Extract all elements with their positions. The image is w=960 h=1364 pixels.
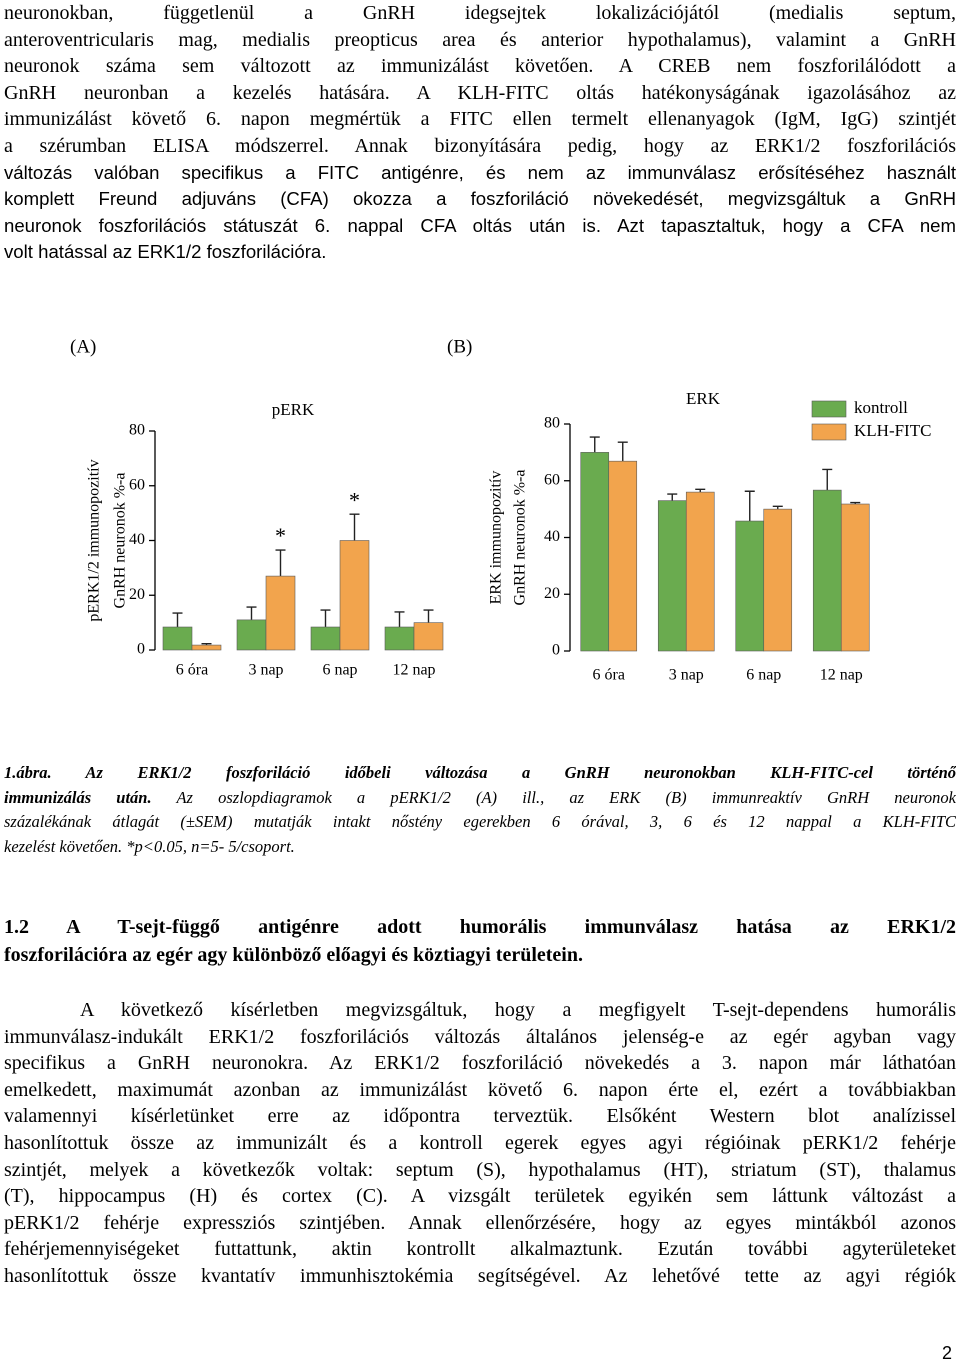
bar — [812, 489, 842, 652]
text-line: neuronokban, függetlenül a GnRH idegsejt… — [4, 2, 956, 24]
section-heading: 1.2 A T-sejt-függő antigénre adott humor… — [4, 913, 956, 969]
y-tick-label: 0 — [137, 641, 145, 658]
text-line: emelkedett, maximumát azonban az immuniz… — [4, 1078, 956, 1101]
text-line: immunizálást követő 6. napon megmértük a… — [4, 108, 956, 131]
y-tick-label: 0 — [552, 642, 560, 659]
text-line: komplett Freund adjuváns (CFA) okozza a … — [4, 188, 956, 210]
bar — [384, 626, 415, 651]
text-line: volt hatással az ERK1/2 foszforilációra. — [4, 241, 327, 263]
error-bar — [772, 505, 783, 510]
text-line: kezelést követően. *p<0.05, n=5- 5/csopo… — [4, 836, 295, 856]
error-bar — [423, 609, 434, 623]
text-line: A következő kísérletben megvizsgáltuk, h… — [80, 999, 956, 1021]
bar — [339, 540, 370, 651]
text-line: GnRH neuronban a kezelés hatására. A KLH… — [4, 81, 956, 104]
caption-title: immunizálás után. — [4, 787, 152, 807]
y-tick-label: 20 — [544, 585, 560, 602]
error-bar — [349, 513, 360, 541]
text-line: immunválasz-indukált ERK1/2 foszforiláci… — [4, 1025, 956, 1048]
bar — [413, 622, 444, 651]
error-bar — [822, 468, 833, 491]
x-tick-label: 6 óra — [176, 662, 208, 679]
text-line: 1.ábra. Az ERK1/2 foszforiláció időbeli … — [4, 761, 956, 786]
text-line: valamennyi kísérletünket erre az időpont… — [4, 1105, 956, 1128]
error-bar — [744, 490, 755, 522]
text-line: specifikus a GnRH neuronokra. Az ERK1/2 … — [4, 1052, 956, 1075]
y-tick-label: 60 — [544, 471, 560, 488]
text-line: neuronok száma sem változott az immunizá… — [4, 55, 956, 78]
x-tick-label: 6 óra — [593, 667, 625, 684]
page-number: 2 — [941, 1343, 952, 1363]
bar — [608, 460, 638, 652]
caption-title: 1.ábra. Az ERK1/2 foszforiláció időbeli … — [4, 763, 956, 782]
bar — [657, 500, 687, 652]
paragraph: A következő kísérletben megvizsgáltuk, h… — [4, 997, 956, 1290]
error-bar — [617, 441, 628, 462]
legend-label: KLH-FITC — [854, 421, 931, 440]
text-line: (T), hippocampus (H) és cortex (C). A vi… — [4, 1185, 956, 1208]
x-tick-label: 6 nap — [746, 667, 781, 684]
bar — [840, 503, 870, 652]
text-line: anteroventricularis mag, medialis preopt… — [4, 28, 956, 51]
text-line: szintjét, melyek a következők voltak: se… — [4, 1158, 956, 1181]
error-bar — [394, 611, 405, 628]
error-bar — [589, 436, 600, 453]
chart-title: pERK — [272, 400, 315, 419]
text-line: neuronok foszforilációs státuszát 6. nap… — [4, 214, 956, 236]
x-tick-label: 3 nap — [248, 662, 283, 679]
panel-label: (A) — [70, 336, 96, 357]
y-axis-label: pERK1/2 immunopozitív — [86, 459, 103, 621]
y-tick-label: 80 — [129, 422, 145, 439]
bar — [265, 575, 296, 651]
error-bar — [667, 493, 678, 501]
x-tick-label: 3 nap — [669, 667, 704, 684]
text-line: fehérjemennyiségeket futtattunk, aktin k… — [4, 1238, 956, 1261]
paragraph: neuronokban, függetlenül a GnRH idegsejt… — [4, 0, 956, 266]
legend-swatch — [811, 400, 847, 418]
error-bar — [275, 549, 286, 577]
chart-title: ERK — [686, 389, 721, 408]
x-tick-label: 6 nap — [322, 662, 357, 679]
y-tick-label: 20 — [129, 586, 145, 603]
bar — [735, 520, 765, 652]
text-line: változás valóban specifikus a FITC antig… — [4, 161, 956, 183]
error-bar — [695, 488, 706, 493]
text-line: 1.2 A T-sejt-függő antigénre adott humor… — [4, 916, 956, 938]
significance-mark: * — [275, 523, 286, 548]
text-line: hasonlítottuk össze kvantatív immunhiszt… — [4, 1264, 956, 1287]
bar — [191, 644, 222, 651]
caption-text: Az oszlopdiagramok a pERK1/2 (A) ill., a… — [176, 787, 956, 807]
bar — [763, 508, 793, 652]
x-tick-label: 12 nap — [392, 662, 435, 679]
bar — [236, 619, 267, 651]
error-bar — [320, 609, 331, 628]
bar — [580, 452, 610, 652]
text-line: immunizálás után. Az oszlopdiagramok a p… — [4, 786, 956, 811]
y-tick-label: 60 — [129, 476, 145, 493]
error-bar — [172, 612, 183, 628]
figure: (A) pERK pERK1/2 immunopozitív GnRH neurono… — [70, 336, 931, 684]
y-tick-label: 80 — [544, 415, 560, 432]
y-axis-label: GnRH neuronok %-a — [512, 470, 529, 606]
y-axis-label: GnRH neuronok %-a — [112, 473, 129, 609]
legend-label: kontroll — [854, 398, 908, 417]
bar — [685, 491, 715, 652]
y-tick-label: 40 — [544, 528, 560, 545]
text-line: foszforilációra az egér agy különböző el… — [4, 944, 583, 966]
text-line: hasonlítottuk össze az immunizált és a k… — [4, 1131, 956, 1154]
legend-swatch — [811, 423, 847, 441]
figure-caption: 1.ábra. Az ERK1/2 foszforiláció időbeli … — [4, 761, 956, 859]
bar — [162, 626, 193, 651]
text-line: a szérumban ELISA módszerrel. Annak bizo… — [4, 134, 956, 157]
text-line: százalékának átlagát (±SEM) mutatják int… — [4, 812, 956, 831]
panel-label: (B) — [447, 336, 472, 357]
significance-mark: * — [349, 487, 360, 512]
bar — [310, 626, 341, 651]
y-axis-label: ERK immunopozitív — [488, 471, 505, 605]
error-bar — [246, 606, 257, 620]
y-tick-label: 40 — [129, 531, 145, 548]
text-line: pERK1/2 fehérje expressziós szintjében. … — [4, 1211, 956, 1234]
x-tick-label: 12 nap — [820, 667, 863, 684]
